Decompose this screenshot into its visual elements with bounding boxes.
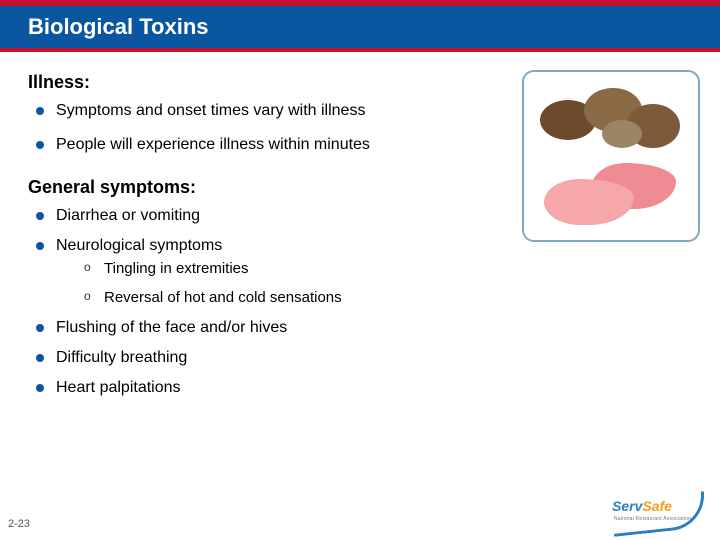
logo-text: ServSafe	[612, 498, 672, 514]
slide-title: Biological Toxins	[28, 14, 209, 40]
list-item: Flushing of the face and/or hives	[36, 318, 676, 338]
list-item: Diarrhea or vomiting	[36, 206, 676, 226]
list-item: Heart palpitations	[36, 378, 676, 398]
page-number: 2-23	[8, 518, 30, 530]
logo-part2: Safe	[642, 498, 672, 514]
logo-subtext: National Restaurant Association	[614, 516, 691, 522]
sub-list-item: Reversal of hot and cold sensations	[84, 289, 676, 308]
logo-part1: Serv	[612, 498, 642, 514]
slide-root: Biological Toxins Illness: Symptoms and …	[0, 0, 720, 540]
general-block: General symptoms: Diarrhea or vomiting N…	[28, 177, 692, 398]
sub-list-item: Tingling in extremities	[84, 260, 676, 279]
illness-list: Symptoms and onset times vary with illne…	[28, 101, 692, 155]
sub-list: Tingling in extremities Reversal of hot …	[56, 260, 676, 308]
content-area: Illness: Symptoms and onset times vary w…	[0, 52, 720, 398]
list-item: Neurological symptoms Tingling in extrem…	[36, 236, 676, 308]
title-bar: Biological Toxins	[0, 6, 720, 48]
general-heading: General symptoms:	[28, 177, 692, 198]
list-item: Difficulty breathing	[36, 348, 676, 368]
list-item: Symptoms and onset times vary with illne…	[36, 101, 436, 121]
general-list: Diarrhea or vomiting Neurological sympto…	[28, 206, 692, 398]
illness-heading: Illness:	[28, 72, 692, 93]
list-item-label: Neurological symptoms	[56, 237, 222, 254]
servsafe-logo: ServSafe National Restaurant Association	[608, 486, 706, 536]
list-item: People will experience illness within mi…	[36, 135, 436, 155]
